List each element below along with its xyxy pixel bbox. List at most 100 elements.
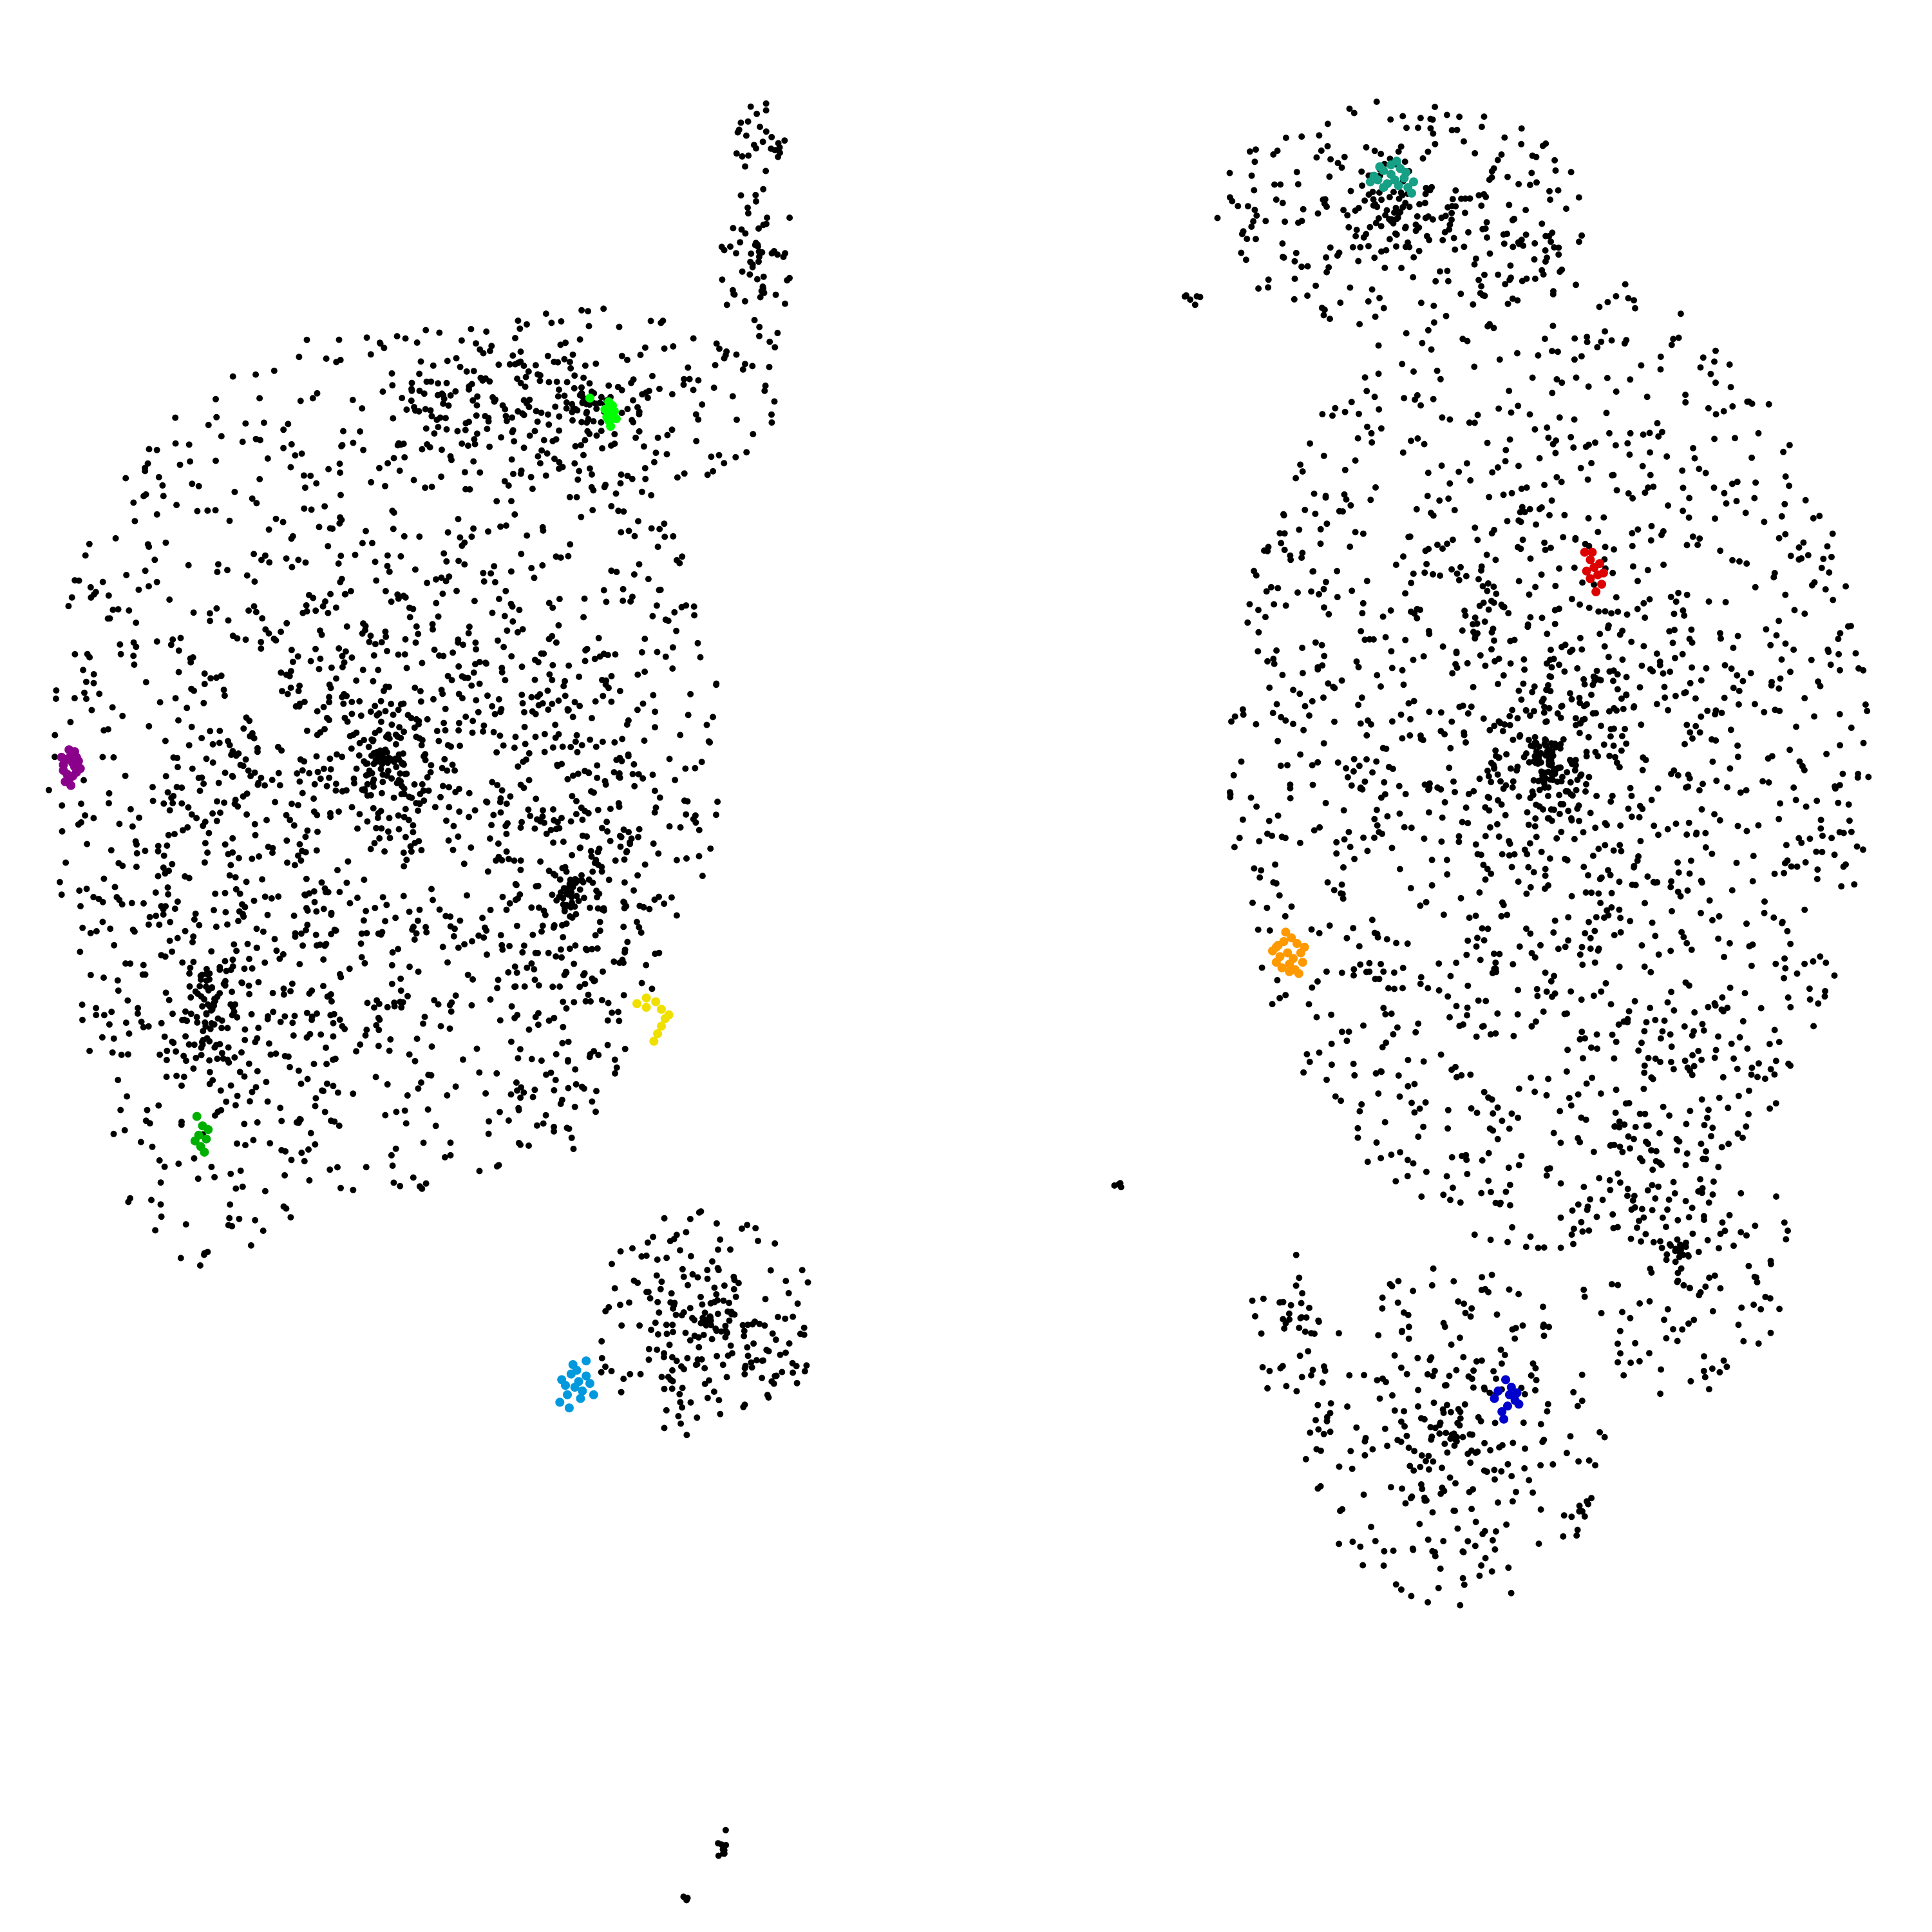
- data-point: [1373, 1139, 1380, 1146]
- data-point: [1651, 822, 1658, 829]
- data-point: [713, 811, 719, 819]
- data-point: [201, 996, 208, 1003]
- data-point: [185, 441, 193, 448]
- data-point: [495, 361, 502, 368]
- data-point: [1515, 793, 1522, 800]
- data-point: [1810, 515, 1817, 522]
- data-point: [1304, 292, 1311, 299]
- data-point: [220, 687, 227, 694]
- data-point: [554, 762, 561, 770]
- data-point: [316, 665, 323, 672]
- data-point: [1606, 752, 1613, 759]
- data-point: [350, 1090, 357, 1097]
- data-point: [616, 323, 623, 330]
- data-point: [1499, 728, 1506, 735]
- data-point: [476, 659, 483, 665]
- data-point: [1390, 189, 1397, 196]
- data-point: [1449, 1184, 1456, 1191]
- data-point: [1491, 527, 1498, 533]
- data-point: [768, 133, 775, 140]
- data-point: [1580, 676, 1587, 683]
- data-point: [1247, 794, 1255, 801]
- data-point: [1494, 1010, 1501, 1017]
- data-point: [1624, 1016, 1631, 1023]
- data-point: [1251, 567, 1258, 574]
- data-point: [1347, 844, 1354, 851]
- data-point: [246, 990, 253, 998]
- data-point: [1337, 299, 1344, 307]
- data-point: [588, 388, 595, 395]
- data-point: [217, 810, 223, 816]
- data-point: [1819, 832, 1826, 839]
- data-point: [1300, 1069, 1307, 1076]
- data-point: [201, 681, 208, 688]
- data-point: [1324, 120, 1331, 128]
- data-point: [617, 480, 624, 487]
- data-point: [302, 849, 309, 856]
- data-point: [560, 838, 567, 846]
- data-point: [411, 724, 418, 731]
- data-point: [735, 1280, 742, 1287]
- data-point: [357, 1041, 364, 1048]
- data-point: [1403, 1432, 1410, 1439]
- data-point: [1328, 1061, 1335, 1068]
- data-point: [382, 628, 389, 635]
- data-point: [546, 671, 553, 678]
- data-point: [670, 533, 677, 540]
- data-point: [1251, 158, 1258, 166]
- data-point: [1727, 384, 1734, 391]
- data-point: [382, 708, 389, 715]
- data-point: [1378, 248, 1385, 255]
- data-point: [1402, 225, 1408, 232]
- data-point: [425, 787, 432, 794]
- data-point: [146, 446, 153, 453]
- data-point: [1628, 813, 1635, 820]
- data-point: [1323, 968, 1330, 975]
- data-point: [1408, 1593, 1415, 1600]
- data-point: [611, 431, 618, 438]
- data-point: [330, 1010, 337, 1018]
- data-point: [381, 345, 388, 352]
- data-point: [184, 705, 191, 712]
- data-point: [1718, 635, 1724, 642]
- data-point: [611, 1056, 618, 1063]
- data-point: [348, 804, 355, 811]
- data-point: [1378, 961, 1385, 967]
- data-point: [1415, 1133, 1422, 1141]
- data-point: [1544, 1401, 1551, 1408]
- data-point: [612, 1070, 618, 1077]
- data-point: [1337, 1508, 1343, 1515]
- data-point: [1316, 1049, 1323, 1056]
- data-point: [1623, 691, 1630, 698]
- data-point: [401, 785, 408, 792]
- data-point: [322, 598, 328, 605]
- data-point: [294, 802, 301, 809]
- data-point: [1588, 889, 1595, 896]
- data-point: [498, 706, 505, 713]
- data-point: [328, 664, 335, 671]
- data-point: [1582, 1116, 1589, 1123]
- data-point: [623, 848, 630, 855]
- data-point: [336, 889, 343, 896]
- data-point: [215, 779, 222, 786]
- data-point: [762, 107, 770, 114]
- data-point: [1546, 512, 1553, 518]
- data-point: [1447, 1197, 1454, 1204]
- data-point: [1504, 518, 1511, 525]
- data-point: [1591, 959, 1598, 966]
- data-point: [182, 1221, 189, 1228]
- data-point: [755, 1237, 761, 1244]
- data-point: [494, 782, 501, 789]
- data-point: [1357, 961, 1364, 968]
- data-point: [169, 636, 176, 643]
- data-point: [431, 430, 438, 437]
- data-point: [249, 495, 256, 502]
- data-point: [1524, 809, 1531, 816]
- data-point: [1734, 632, 1741, 639]
- data-point: [277, 1018, 284, 1025]
- data-point: [307, 472, 314, 479]
- data-point: [714, 1311, 721, 1318]
- data-point: [1470, 788, 1477, 795]
- data-point: [406, 1051, 413, 1058]
- data-point: [317, 941, 324, 948]
